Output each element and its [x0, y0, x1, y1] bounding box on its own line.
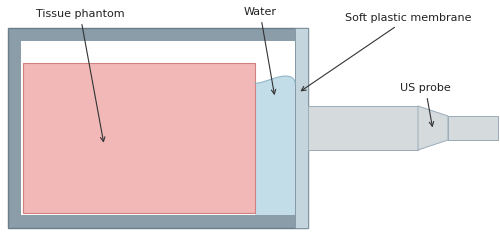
Text: Tissue phantom: Tissue phantom [36, 9, 124, 142]
Bar [21, 41, 295, 215]
Text: Soft plastic membrane: Soft plastic membrane [302, 13, 472, 91]
Bar [308, 106, 418, 150]
Polygon shape [255, 76, 295, 83]
Bar [255, 41, 295, 83]
Polygon shape [418, 106, 448, 150]
Text: US probe: US probe [400, 83, 451, 126]
Bar [255, 41, 295, 215]
Bar [448, 116, 498, 140]
Bar [295, 28, 308, 228]
Bar [8, 28, 308, 228]
Bar [23, 63, 255, 213]
Text: Water: Water [244, 7, 276, 94]
